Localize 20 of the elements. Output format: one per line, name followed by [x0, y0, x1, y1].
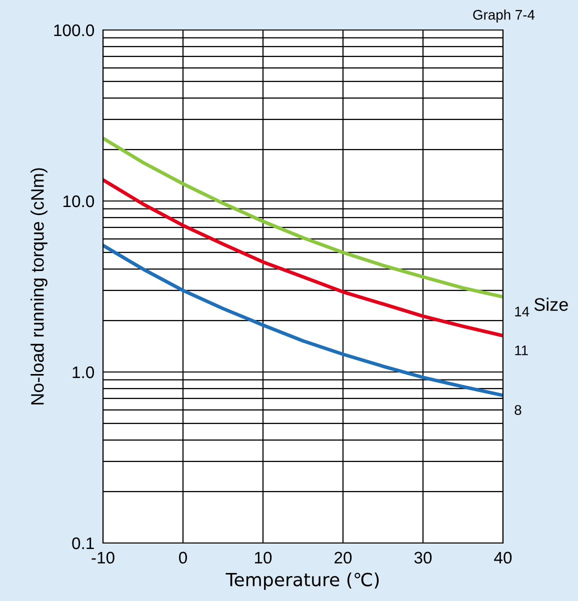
- caption: Graph 7-4: [473, 10, 535, 22]
- series-label: 14: [515, 306, 530, 316]
- x-tick-label: -10: [92, 552, 114, 564]
- x-tick-label: 10: [255, 552, 272, 564]
- line-series: [103, 244, 503, 398]
- x-axis-title: Temperature (℃): [226, 572, 379, 590]
- y-tick-label: 100.0: [54, 24, 94, 36]
- x-tick-label: 40: [494, 552, 512, 564]
- y-tick-label: 0.1: [72, 537, 94, 550]
- series-label: 8: [514, 405, 522, 415]
- line-series: [103, 136, 503, 299]
- y-tick-label: 10.0: [64, 195, 94, 208]
- y-axis-title: No-load running torque (cNm): [30, 168, 48, 404]
- x-tick-label: 0: [179, 552, 187, 564]
- y-tick-label: 1.0: [72, 366, 94, 378]
- line-series: [103, 178, 503, 338]
- x-tick-label: 20: [334, 552, 352, 564]
- series-label: 11: [515, 346, 528, 356]
- x-tick-label: 30: [414, 552, 432, 564]
- legend-title: Size: [534, 298, 568, 311]
